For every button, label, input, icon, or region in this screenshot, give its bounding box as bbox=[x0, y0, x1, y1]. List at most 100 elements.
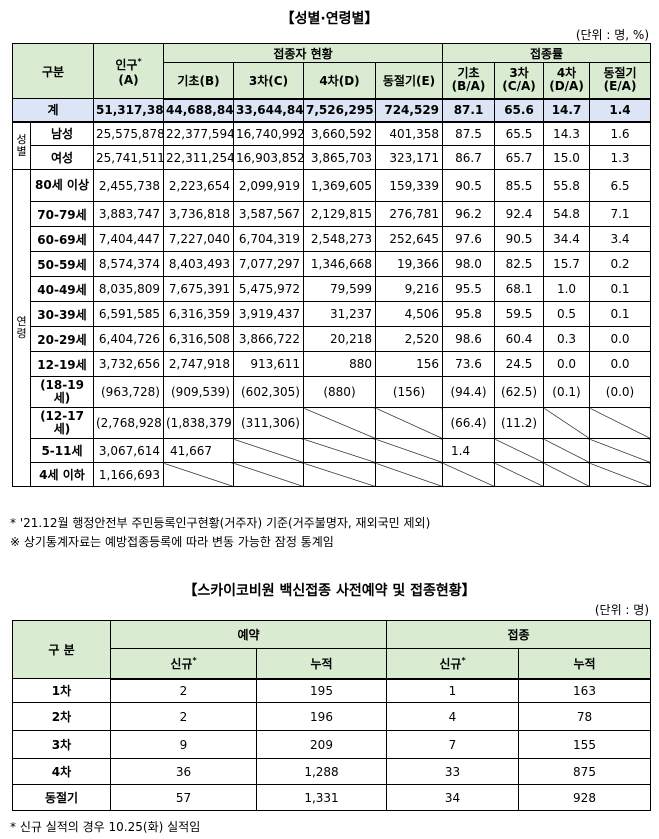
table1-title: 【성별·연령별】 bbox=[280, 11, 379, 27]
cell: 85.5 bbox=[494, 169, 545, 202]
cell: 3,866,722 bbox=[233, 326, 304, 352]
cell: 7,404,447 bbox=[93, 226, 164, 252]
table-row: 연령 80세 이상 2,455,738 2,223,654 2,099,919 … bbox=[12, 169, 652, 487]
total-label: 계 bbox=[12, 98, 94, 123]
empty-cell bbox=[233, 438, 304, 463]
header-row-2: 신규* 누적 신규* 누적 bbox=[13, 648, 651, 680]
cell: 0.0 bbox=[543, 351, 591, 377]
row-label: 80세 이상 bbox=[30, 169, 94, 202]
cell: 1,369,605 bbox=[303, 169, 376, 202]
cell: 2,520 bbox=[374, 326, 444, 352]
header-rate-winter: 동절기 (E/A) bbox=[589, 62, 652, 100]
cell: 2,455,738 bbox=[93, 169, 164, 202]
row-label: 3차 bbox=[12, 730, 111, 759]
cell: 54.8 bbox=[543, 201, 591, 227]
empty-cell bbox=[589, 438, 652, 463]
cell: 4 bbox=[386, 702, 519, 731]
table-row: 50-59세 8,574,374 8,403,493 7,077,297 1,3… bbox=[13, 251, 652, 277]
empty-cell bbox=[543, 462, 591, 487]
cell: 3,736,818 bbox=[163, 201, 234, 227]
cell: 3,660,592 bbox=[303, 121, 376, 146]
table2-unit: (단위 : 명) bbox=[594, 603, 649, 617]
empty-cell bbox=[589, 407, 652, 439]
cell: 5,475,972 bbox=[233, 276, 304, 302]
table-row: 4차 36 1,288 33 875 bbox=[12, 758, 651, 785]
cell: 3,883,747 bbox=[93, 201, 164, 227]
header-vaccination: 접종 bbox=[386, 620, 651, 649]
cell: 65.7 bbox=[494, 145, 545, 170]
cell: 7,675,391 bbox=[163, 276, 234, 302]
table-row: 여성 25,741,511 22,311,254 16,903,852 3,86… bbox=[13, 145, 652, 170]
header-third: 3차(C) bbox=[233, 62, 304, 100]
table2-title: 【스카이코비원 백신접종 사전예약 및 접종현황】 bbox=[183, 583, 476, 599]
cell: 1.0 bbox=[543, 276, 591, 302]
cell: 7,227,040 bbox=[163, 226, 234, 252]
cell: 14.3 bbox=[543, 121, 591, 146]
header-winter: 동절기(E) bbox=[374, 62, 444, 100]
row-label: (18-19세) bbox=[30, 376, 94, 408]
cell: (2,768,928) bbox=[93, 407, 164, 439]
header-row-2: 기초(B) 3차(C) 4차(D) 동절기(E) 기초 (B/A) 3차 (C/A)… bbox=[13, 62, 652, 100]
cell: (94.4) bbox=[442, 376, 496, 408]
header-row-1: 구 분 예약 접종 bbox=[12, 620, 651, 679]
table-row: 성별 남성 25,575,878 22,377,594 16,740,992 3… bbox=[12, 121, 652, 170]
empty-cell bbox=[303, 438, 376, 463]
cell: 57 bbox=[110, 784, 257, 811]
cell: 0.1 bbox=[589, 276, 652, 302]
empty-cell bbox=[543, 438, 591, 463]
cell: 7.1 bbox=[589, 201, 652, 227]
cell: 95.5 bbox=[442, 276, 496, 302]
cell: 252,645 bbox=[374, 226, 444, 252]
cell: 209 bbox=[256, 730, 387, 759]
cell: (963,728) bbox=[93, 376, 164, 408]
cell: 0.0 bbox=[589, 351, 652, 377]
cell: 2,223,654 bbox=[163, 169, 234, 202]
row-label: (12-17세) bbox=[30, 407, 94, 439]
cell: (0.1) bbox=[543, 376, 591, 408]
cell: (880) bbox=[303, 376, 376, 408]
cell: 880 bbox=[303, 351, 376, 377]
cell: 59.5 bbox=[494, 301, 545, 327]
cell: 1,166,693 bbox=[93, 462, 164, 487]
cell: 0.2 bbox=[589, 251, 652, 277]
total-basic: 44,688,848 bbox=[163, 98, 234, 123]
header-status-group: 접종자 현황 bbox=[162, 43, 444, 63]
table-row: 동절기 57 1,331 34 928 bbox=[12, 784, 651, 811]
cell: 0.5 bbox=[543, 301, 591, 327]
empty-cell bbox=[494, 462, 545, 487]
cell: (11.2) bbox=[494, 407, 545, 439]
cell: 0.3 bbox=[543, 326, 591, 352]
cell: 2 bbox=[110, 678, 257, 703]
header-reservation-cumulative: 누적 bbox=[256, 648, 387, 680]
cell: 1,331 bbox=[256, 784, 387, 811]
cell: 3,587,567 bbox=[233, 201, 304, 227]
total-rate-fourth: 14.7 bbox=[543, 98, 591, 123]
cell: 79,599 bbox=[303, 276, 376, 302]
empty-cell bbox=[442, 462, 496, 487]
cell: 9 bbox=[110, 730, 257, 759]
header-population-mark: * bbox=[137, 56, 142, 66]
cell: 90.5 bbox=[494, 226, 545, 252]
cell: 33 bbox=[386, 758, 519, 785]
cell: 0.0 bbox=[589, 326, 652, 352]
cell: 8,035,809 bbox=[93, 276, 164, 302]
row-label: 동절기 bbox=[12, 784, 111, 811]
table-row: 3차 9 209 7 155 bbox=[12, 730, 651, 759]
header-population-sub: (A) bbox=[118, 72, 139, 87]
cell: 36 bbox=[110, 758, 257, 785]
cell: 196 bbox=[256, 702, 387, 731]
cell: 95.8 bbox=[442, 301, 496, 327]
header-vaccination-cumulative: 누적 bbox=[518, 648, 651, 680]
cell: 34 bbox=[386, 784, 519, 811]
cell: 401,358 bbox=[374, 121, 444, 146]
cell: (66.4) bbox=[442, 407, 496, 439]
total-population: 51,317,389 bbox=[93, 98, 164, 123]
cell: 92.4 bbox=[494, 201, 545, 227]
cell: 15.0 bbox=[543, 145, 591, 170]
table-row: 40-49세 8,035,809 7,675,391 5,475,972 79,… bbox=[13, 276, 652, 302]
table2-note: * 신규 실적의 경우 10.25(화) 실적임 bbox=[10, 820, 201, 834]
table-row: 60-69세 7,404,447 7,227,040 6,704,319 2,5… bbox=[13, 226, 652, 252]
header-reservation: 예약 bbox=[110, 620, 387, 649]
cell: 2,747,918 bbox=[163, 351, 234, 377]
empty-cell bbox=[374, 438, 444, 463]
